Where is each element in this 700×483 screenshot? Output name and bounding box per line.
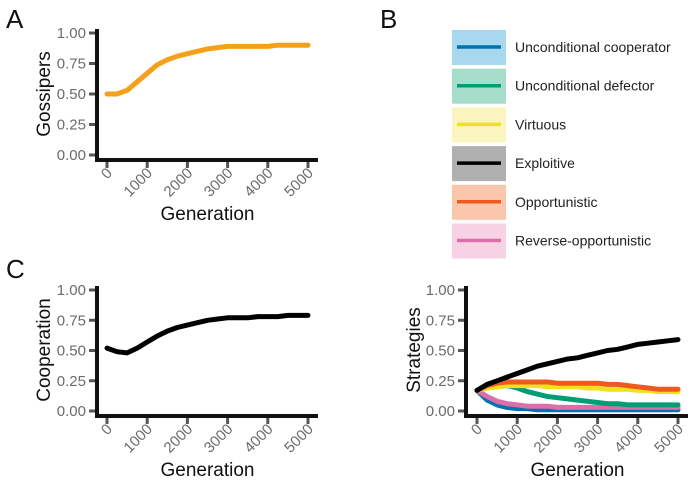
legend-item: Virtuous <box>452 107 566 143</box>
x-tick-label: 1000 <box>120 165 156 201</box>
series-line-virtuous <box>474 383 681 395</box>
legend-item: Unconditional cooperator <box>452 30 671 65</box>
panel-B-legend: B Unconditional cooperator Unconditional d… <box>380 4 671 259</box>
x-tick-label: 2000 <box>531 421 567 457</box>
x-axis-label: Generation <box>530 460 624 481</box>
legend-label: Exploitive <box>515 155 575 171</box>
legend-label: Unconditional defector <box>515 78 655 94</box>
y-axis-label: Strategies <box>404 307 425 393</box>
series-line-0 <box>104 42 311 97</box>
legend-label: Opportunistic <box>515 194 597 210</box>
panel-label-A: A <box>6 4 24 34</box>
x-tick-label: 3000 <box>201 421 237 457</box>
y-tick-label: 0.25 <box>426 373 455 390</box>
x-tick-label: 4000 <box>241 421 277 457</box>
x-tick-label: 5000 <box>281 165 317 201</box>
panel-A: A0.000.250.500.751.000 1000 2000 3000 4000 50… <box>6 4 318 225</box>
x-axis-label: Generation <box>160 460 254 481</box>
x-tick-label: 2000 <box>161 421 197 457</box>
x-tick-label: 1000 <box>120 421 156 457</box>
legend-item: Unconditional defector <box>452 68 655 104</box>
x-axis-label: Generation <box>160 204 254 225</box>
y-tick-label: 1.00 <box>57 282 86 299</box>
x-tick-label: 2000 <box>161 165 197 201</box>
panel-D: 0.000.250.500.751.000 1000 2000 3000 4000 500… <box>404 282 688 481</box>
x-tick-label: 1000 <box>490 421 526 457</box>
legend-label: Unconditional cooperator <box>515 39 671 55</box>
x-tick-label: 4000 <box>241 165 277 201</box>
y-tick-label: 1.00 <box>57 25 86 42</box>
x-tick-label: 4000 <box>611 421 647 457</box>
legend-item: Exploitive <box>452 146 575 182</box>
y-tick-label: 0.75 <box>57 56 86 73</box>
y-tick-label: 0.75 <box>426 312 455 329</box>
y-tick-label: 0.75 <box>57 312 86 329</box>
x-tick-label: 3000 <box>571 421 607 457</box>
y-tick-label: 0.50 <box>57 343 86 360</box>
y-tick-label: 1.00 <box>426 282 455 299</box>
y-tick-label: 0.00 <box>426 403 455 420</box>
y-tick-label: 0.50 <box>426 343 455 360</box>
series-line-0 <box>104 312 311 356</box>
x-tick-label: 5000 <box>281 421 317 457</box>
legend-label: Virtuous <box>515 116 566 132</box>
legend-item: Opportunistic <box>452 184 597 220</box>
panel-C: C0.000.250.500.751.000 1000 2000 3000 4000 50… <box>6 254 318 481</box>
legend-label: Reverse-opportunistic <box>515 233 651 249</box>
y-axis-label: Gossipers <box>34 51 55 137</box>
x-tick-label: 5000 <box>651 421 687 457</box>
x-tick-label: 3000 <box>201 165 237 201</box>
y-tick-label: 0.25 <box>57 373 86 390</box>
y-axis-label: Cooperation <box>34 298 55 402</box>
y-tick-label: 0.00 <box>57 147 86 164</box>
panel-label-B: B <box>380 4 397 34</box>
panel-label-C: C <box>6 254 25 284</box>
series-line-opportunistic <box>474 379 681 393</box>
series-line-exploitive <box>474 337 681 393</box>
y-tick-label: 0.25 <box>57 117 86 134</box>
y-tick-label: 0.50 <box>57 86 86 103</box>
legend-item: Reverse-opportunistic <box>452 223 651 259</box>
y-tick-label: 0.00 <box>57 403 86 420</box>
